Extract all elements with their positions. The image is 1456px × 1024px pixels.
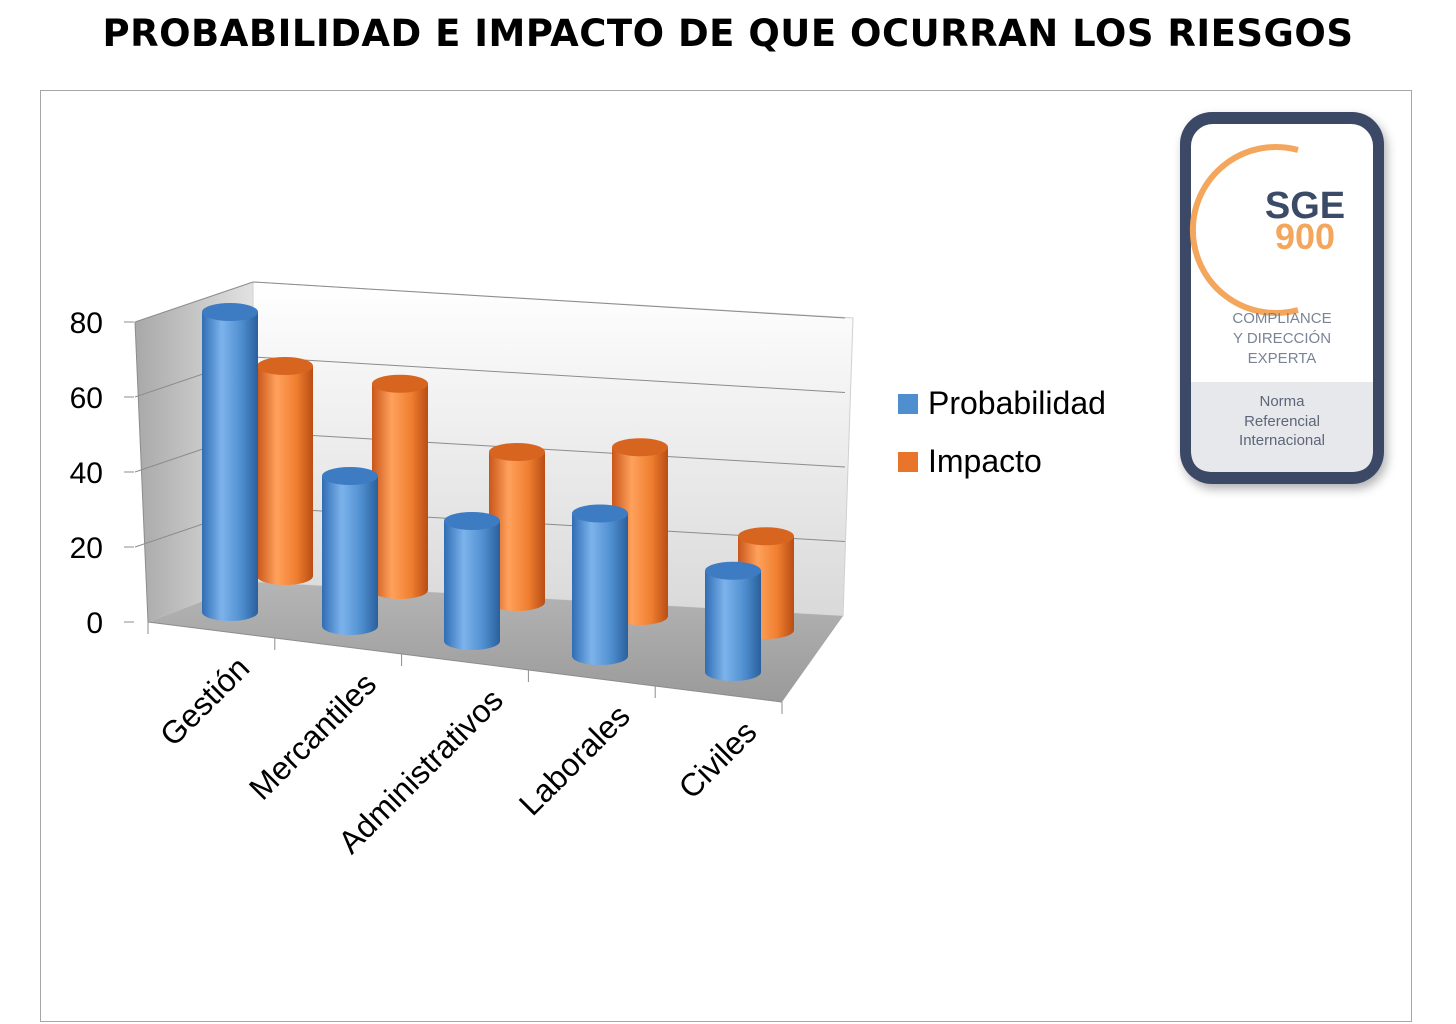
legend-swatch-probabilidad bbox=[898, 394, 918, 414]
legend-label-probabilidad: Probabilidad bbox=[928, 385, 1106, 421]
y-tick-label: 0 bbox=[86, 607, 103, 640]
bar-probabilidad bbox=[322, 467, 378, 635]
y-tick-label: 80 bbox=[70, 307, 103, 340]
x-category-label: Laborales bbox=[512, 697, 637, 822]
y-axis: 0 20 40 60 80 bbox=[70, 307, 149, 640]
gridline bbox=[252, 281, 846, 319]
x-axis-line bbox=[147, 621, 783, 703]
gridline bbox=[252, 431, 846, 468]
bar-probabilidad bbox=[705, 561, 761, 681]
x-category-label: Gestión bbox=[153, 649, 256, 752]
bar-impacto bbox=[372, 374, 428, 599]
gridline-side bbox=[134, 281, 254, 323]
badge-tagline-line-2: Y DIRECCIÓN bbox=[1233, 330, 1331, 347]
bar-probabilidad bbox=[444, 512, 500, 650]
badge-tagline-line-1: COMPLIANCE bbox=[1232, 310, 1331, 327]
orange-arc-icon bbox=[1189, 144, 1299, 316]
y-tick-label: 60 bbox=[70, 382, 103, 415]
badge-footer-line-2: Referencial bbox=[1244, 413, 1320, 430]
bar-probabilidad bbox=[202, 303, 258, 621]
bar-impacto bbox=[489, 443, 545, 611]
bar-probabilidad bbox=[572, 504, 628, 665]
legend-swatch-impacto bbox=[898, 452, 918, 472]
badge-footer-line-3: Internacional bbox=[1239, 432, 1325, 449]
y-tick-label: 20 bbox=[70, 532, 103, 565]
x-category-label: Mercantiles bbox=[242, 665, 383, 806]
gridline bbox=[252, 356, 846, 393]
legend-label-impacto: Impacto bbox=[928, 443, 1042, 479]
sge-900-badge: SGE 900 COMPLIANCE Y DIRECCIÓN EXPERTA N… bbox=[1180, 112, 1384, 484]
y-axis-line bbox=[134, 321, 149, 623]
legend: Probabilidad Impacto bbox=[898, 385, 1106, 479]
badge-tagline-line-3: EXPERTA bbox=[1248, 350, 1317, 367]
badge-brand-bottom: 900 bbox=[1275, 216, 1335, 257]
badge-footer-line-1: Norma bbox=[1259, 393, 1305, 410]
bar-impacto bbox=[257, 357, 313, 585]
y-tick-label: 40 bbox=[70, 457, 103, 490]
x-category-label: Civiles bbox=[671, 713, 763, 805]
bars bbox=[202, 303, 794, 681]
badge-brand-top: SGE bbox=[1265, 185, 1345, 227]
page-title: PROBABILIDAD E IMPACTO DE QUE OCURRAN LO… bbox=[102, 12, 1354, 55]
